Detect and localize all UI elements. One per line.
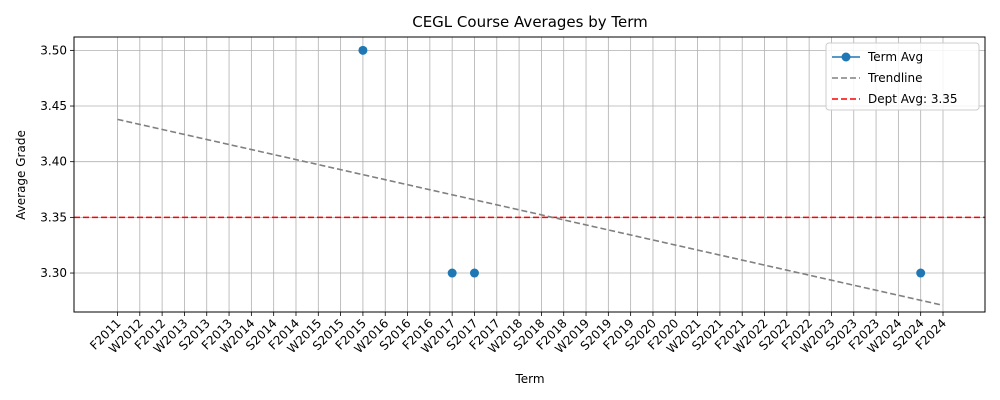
- plot-frame: [73, 36, 986, 313]
- legend-label: Dept Avg: 3.35: [868, 92, 958, 106]
- data-point: [469, 268, 479, 278]
- y-tick-label: 3.30: [40, 266, 67, 280]
- chart-title: CEGL Course Averages by Term: [412, 13, 648, 31]
- legend-swatch-marker: [841, 52, 851, 62]
- grid: [74, 37, 985, 312]
- y-tick-label: 3.50: [40, 43, 67, 57]
- plot-data: [74, 45, 985, 307]
- y-axis: 3.30 3.35 3.40 3.45 3.50: [40, 43, 74, 280]
- legend-label: Trendline: [867, 71, 923, 85]
- y-tick-label: 3.45: [40, 99, 67, 113]
- y-tick-label: 3.40: [40, 155, 67, 169]
- legend: Term Avg Trendline Dept Avg: 3.35: [825, 42, 980, 111]
- y-axis-title: Average Grade: [14, 130, 28, 220]
- legend-box: [825, 42, 980, 111]
- x-axis-title: Term: [514, 372, 544, 386]
- y-tick-label: 3.35: [40, 210, 67, 224]
- data-point: [358, 45, 368, 55]
- data-point: [916, 268, 926, 278]
- legend-label: Term Avg: [867, 50, 923, 64]
- data-point: [447, 268, 457, 278]
- x-axis: F2011W2012F2012W2013S2013F2013W2014S2014…: [87, 312, 949, 356]
- trendline: [117, 118, 944, 307]
